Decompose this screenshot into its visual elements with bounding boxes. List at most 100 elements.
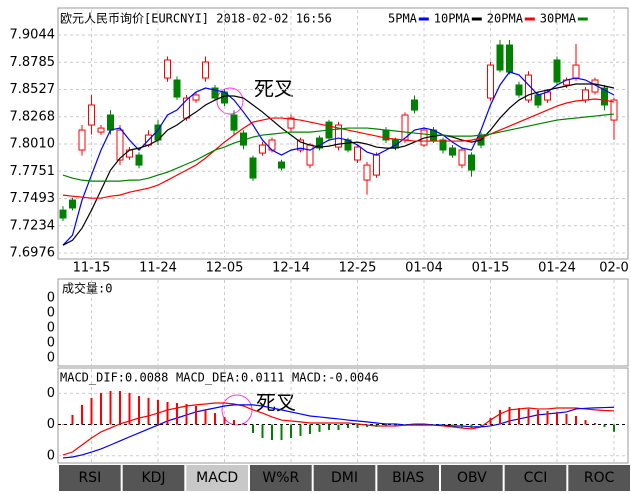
x-tick-label: 12-05 (206, 261, 244, 276)
macd-bar (204, 409, 207, 425)
tab-label[interactable]: RSI (78, 470, 101, 486)
candle-body (88, 104, 95, 126)
macd-bar (261, 424, 264, 438)
macd-bar (366, 424, 368, 427)
tab[interactable] (568, 465, 630, 491)
ma-line (62, 404, 615, 459)
macd-bar (508, 406, 511, 425)
tab[interactable] (186, 465, 248, 491)
tab[interactable] (122, 465, 185, 491)
tab-label[interactable]: KDJ (141, 470, 165, 486)
candle-body (363, 164, 371, 181)
tab-label[interactable]: OBV (457, 470, 487, 486)
tab-label[interactable]: W%R (262, 470, 299, 486)
macd-bar (394, 424, 397, 426)
legend-label: 20PMA (487, 12, 524, 26)
y-tick-label: 0 (47, 306, 55, 321)
candle-body (287, 117, 295, 129)
tab[interactable] (250, 465, 312, 491)
macd-bar (470, 424, 473, 428)
y-tick-label: 7.8268 (10, 109, 56, 124)
main-frame (57, 7, 629, 260)
macd-bar (81, 404, 83, 425)
candle-body (506, 44, 513, 73)
tab-label[interactable]: MACD (196, 470, 238, 486)
candle-body (354, 146, 361, 161)
macd-bar (594, 423, 596, 425)
candle-body (230, 114, 238, 131)
annotation: 死叉 (254, 77, 294, 101)
x-tick-label: 11-24 (139, 261, 177, 276)
macd-bar (318, 424, 321, 432)
macd-bar (404, 424, 406, 426)
macd-bar (71, 414, 74, 425)
candle-body (211, 87, 219, 99)
macd-bar (546, 410, 549, 425)
candle-body (259, 144, 266, 154)
x-tick-label: 01-04 (405, 261, 443, 276)
macd-bar (489, 418, 492, 425)
macd-bar (223, 416, 226, 425)
cross-marker (221, 394, 253, 426)
candle-body (496, 44, 504, 71)
cross-marker (216, 87, 244, 115)
volume-title: 成交量:0 (62, 281, 112, 296)
macd-bar (413, 424, 416, 426)
y-tick-label: 0 (47, 417, 55, 432)
macd-bar (375, 424, 378, 427)
macd-bar (185, 403, 188, 425)
tab[interactable] (504, 465, 567, 491)
macd-bar (461, 424, 463, 428)
candle-body (97, 127, 105, 133)
candle-body (278, 161, 285, 169)
tab-label[interactable]: ROC (584, 470, 615, 486)
legend-label: MACD_DIF:0.0088 (60, 371, 168, 385)
macd-frame (57, 367, 629, 464)
legend-label: MACD_DEA:0.0111 (176, 371, 284, 385)
macd-bar (347, 424, 349, 428)
y-tick-label: 7.8010 (10, 137, 56, 152)
tab[interactable] (59, 465, 121, 491)
macd-bar (138, 396, 140, 425)
macd-bar (480, 424, 482, 426)
candle-body (439, 139, 447, 151)
candle-body (164, 59, 171, 79)
x-tick-label: 12-25 (339, 261, 377, 276)
macd-bar (518, 408, 520, 425)
macd-bar (100, 392, 102, 425)
ma-line (62, 71, 615, 246)
tab-label[interactable]: CCI (524, 470, 548, 486)
macd-bar (385, 424, 387, 426)
candle-body (572, 64, 580, 79)
candle-body (335, 124, 342, 148)
macd-bar (214, 413, 216, 425)
y-tick-label: 7.7751 (10, 164, 56, 179)
macd-bar (442, 424, 444, 426)
y-tick-label: 0 (47, 386, 55, 401)
x-tick-label: 02-0 (599, 261, 629, 276)
candle-body (107, 114, 114, 131)
tab[interactable] (377, 465, 439, 491)
tab-label[interactable]: DMI (331, 470, 358, 486)
macd-bar (309, 424, 311, 434)
macd-bar (613, 424, 615, 432)
macd-bar (584, 420, 587, 425)
legend-label: 5PMA (388, 12, 418, 26)
candle-body (487, 64, 494, 99)
candle-body (183, 97, 190, 119)
tab[interactable] (441, 465, 503, 491)
candle-body (411, 99, 418, 111)
y-tick-label: 0 (47, 291, 55, 306)
y-tick-label: 7.8785 (10, 55, 56, 70)
tab[interactable] (313, 465, 376, 491)
ma-line (62, 113, 615, 182)
candle-body (468, 154, 475, 171)
candle-body (116, 129, 124, 161)
candle-body (601, 87, 608, 106)
candle-body (192, 94, 200, 101)
candle-body (297, 139, 304, 151)
x-tick-label: 01-24 (538, 261, 576, 276)
tab-label[interactable]: BIAS (392, 470, 424, 486)
candle-body (458, 149, 466, 166)
macd-bar (280, 424, 283, 441)
